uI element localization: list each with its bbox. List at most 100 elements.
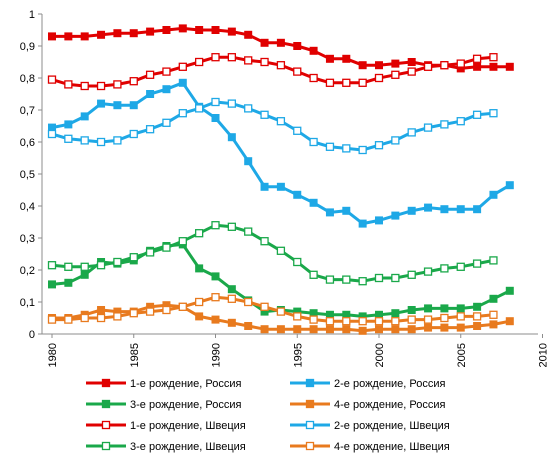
data-point — [129, 77, 138, 86]
data-point — [342, 54, 351, 63]
legend-item-4: 4-е рождение, Россия — [290, 399, 446, 411]
data-point — [97, 99, 106, 108]
data-point — [194, 297, 204, 307]
legend-marker — [101, 420, 111, 430]
data-point — [195, 264, 204, 273]
data-point — [407, 306, 416, 314]
data-point — [440, 120, 449, 129]
data-point — [440, 264, 449, 273]
y-tick-label: 0,9 — [20, 41, 35, 53]
data-point — [227, 99, 237, 108]
data-point — [244, 157, 253, 166]
data-point — [342, 144, 351, 153]
data-point — [227, 133, 236, 142]
data-point — [407, 128, 416, 137]
data-point — [309, 137, 318, 147]
data-point — [195, 26, 204, 34]
data-point — [456, 59, 465, 68]
data-point — [113, 29, 122, 38]
y-tick-label: 0,6 — [20, 137, 35, 149]
series-line — [51, 223, 494, 283]
data-point — [129, 101, 138, 110]
data-point — [293, 190, 302, 199]
series-2 — [48, 78, 514, 228]
data-point — [391, 317, 400, 326]
legend-label: 2-е рождение, Швеция — [334, 420, 450, 432]
data-point — [194, 104, 204, 113]
legend-marker — [101, 441, 111, 451]
legend-marker — [305, 399, 315, 409]
data-point — [80, 262, 89, 271]
data-point — [423, 123, 433, 132]
data-point — [178, 62, 187, 71]
series-6 — [47, 97, 498, 155]
data-point — [309, 325, 318, 334]
data-point — [342, 275, 351, 284]
data-point — [325, 54, 334, 63]
data-point — [473, 322, 482, 330]
data-point — [358, 78, 367, 87]
data-point — [407, 315, 416, 324]
series-8 — [47, 293, 498, 326]
data-point — [440, 313, 449, 323]
data-point — [80, 136, 89, 145]
data-point — [440, 205, 449, 214]
data-point — [358, 145, 367, 155]
data-point — [195, 312, 204, 321]
data-point — [276, 307, 286, 316]
data-point — [489, 320, 498, 329]
data-point — [162, 85, 171, 94]
data-point — [64, 278, 73, 287]
data-point — [129, 129, 138, 139]
y-tick-label: 0,5 — [20, 169, 35, 181]
legend-label: 4-е рождение, Россия — [334, 399, 446, 411]
data-point — [489, 310, 498, 319]
data-point — [244, 56, 253, 65]
x-tick-label: 1990 — [211, 343, 223, 367]
data-point — [227, 222, 237, 231]
data-point — [211, 293, 220, 302]
legend-item-7: 3-е рождение, Швеция — [86, 441, 246, 453]
data-point — [472, 110, 482, 119]
data-point — [423, 267, 433, 276]
data-point — [260, 38, 269, 47]
data-point — [456, 312, 465, 321]
data-point — [424, 203, 433, 212]
legend-label: 2-е рождение, Россия — [334, 378, 446, 390]
y-tick-label: 0,1 — [20, 297, 35, 309]
data-point — [489, 294, 498, 303]
legend-marker — [305, 420, 315, 430]
data-point — [293, 126, 302, 135]
data-point — [456, 205, 465, 214]
data-point — [325, 317, 335, 326]
data-point — [424, 304, 433, 313]
data-point — [473, 205, 482, 214]
data-point — [64, 262, 73, 271]
data-point — [407, 58, 416, 66]
data-point — [472, 312, 482, 321]
data-point — [375, 61, 383, 70]
data-point — [146, 27, 155, 36]
x-tick-label: 2010 — [538, 343, 550, 367]
y-axis: 0 0,1 0,2 0,3 0,4 0,5 0,6 0,7 0,8 0,9 1 — [20, 9, 43, 341]
data-point — [472, 54, 482, 63]
data-point — [391, 59, 400, 68]
data-point — [113, 101, 122, 110]
data-point — [424, 323, 433, 332]
data-point — [145, 125, 155, 134]
data-point — [260, 57, 269, 67]
data-point — [211, 315, 220, 324]
data-point — [80, 270, 89, 279]
data-point — [423, 315, 433, 324]
data-point — [358, 61, 367, 70]
data-point — [211, 53, 220, 62]
data-point — [64, 134, 73, 143]
data-point — [244, 297, 253, 307]
data-point — [489, 256, 498, 265]
data-point — [325, 275, 335, 284]
series-line — [51, 100, 494, 152]
legend-item-1: 1-е рождение, Россия — [86, 378, 242, 390]
data-point — [407, 67, 416, 76]
data-point — [375, 216, 383, 225]
data-point — [276, 61, 286, 70]
